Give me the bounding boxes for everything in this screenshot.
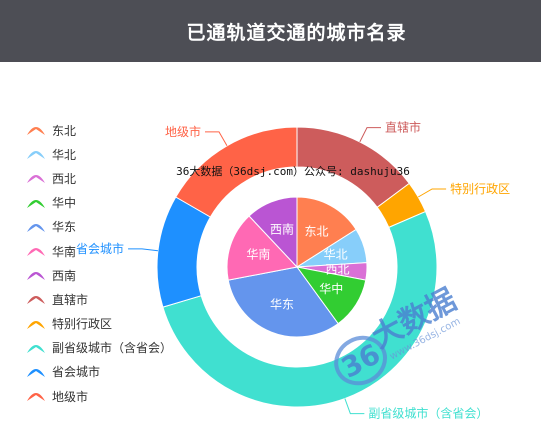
legend-item[interactable]: 特别行政区 — [26, 312, 176, 336]
legend-item[interactable]: 副省级城市（含省会） — [26, 336, 176, 360]
page-title: 已通轨道交通的城市名录 — [186, 21, 407, 44]
legend-swatch-icon — [26, 317, 46, 331]
legend-label: 华东 — [52, 220, 77, 235]
inner-slice-label: 华东 — [270, 298, 294, 312]
legend-item[interactable]: 华中 — [26, 191, 176, 215]
legend-item[interactable]: 华东 — [26, 215, 176, 239]
legend-swatch-icon — [26, 196, 46, 210]
outer-label-leader — [128, 248, 159, 252]
outer-ring — [156, 126, 438, 408]
legend-label: 西北 — [52, 171, 77, 186]
outer-slice-label: 副省级城市（含省会） — [368, 406, 488, 421]
legend-swatch-icon — [26, 268, 46, 282]
title-bar: 已通轨道交通的城市名录 — [0, 0, 541, 62]
outer-slice-label: 直辖市 — [385, 120, 421, 135]
outer-label-leader — [344, 398, 365, 415]
legend-label: 西南 — [52, 268, 77, 283]
legend-item[interactable]: 西北 — [26, 166, 176, 190]
legend-swatch-icon — [26, 123, 46, 137]
legend-item[interactable]: 西南 — [26, 263, 176, 287]
inner-slice-label: 华中 — [319, 281, 343, 296]
legend-swatch-icon — [26, 147, 46, 161]
outer-slice-label: 省会城市 — [76, 241, 124, 256]
inner-slice-label: 华北 — [324, 247, 348, 261]
outer-label-leader — [417, 188, 447, 198]
legend-item[interactable]: 地级市 — [26, 384, 176, 408]
inner-slice[interactable] — [227, 266, 339, 338]
legend-swatch-icon — [26, 244, 46, 258]
outer-slice[interactable] — [162, 210, 438, 408]
outer-slice-label: 地级市 — [165, 124, 201, 139]
legend-swatch-icon — [26, 171, 46, 185]
legend-label: 华中 — [52, 196, 77, 211]
watermark-text: 36大数据（36dsj.com）公众号: dashuju36 — [176, 164, 410, 178]
inner-slice[interactable] — [248, 196, 298, 269]
outer-slice[interactable] — [156, 196, 212, 308]
legend-label: 地级市 — [52, 389, 89, 404]
legend-item[interactable]: 直辖市 — [26, 287, 176, 311]
legend-label: 东北 — [52, 123, 77, 138]
legend-item[interactable]: 东北 — [26, 118, 176, 142]
inner-slice[interactable] — [226, 215, 298, 281]
legend-label: 特别行政区 — [52, 317, 113, 332]
legend-swatch-icon — [26, 389, 46, 403]
outer-slice[interactable] — [175, 126, 298, 218]
outer-label-leader — [359, 127, 382, 143]
inner-slice[interactable] — [296, 196, 357, 268]
legend-item[interactable]: 华北 — [26, 142, 176, 166]
inner-slice-label: 西北 — [326, 263, 350, 277]
legend-label: 直辖市 — [52, 292, 89, 307]
inner-pie — [226, 196, 368, 338]
legend-label: 省会城市 — [52, 365, 101, 380]
legend-label: 华南 — [52, 244, 77, 259]
legend-item[interactable]: 华南 — [26, 239, 176, 263]
legend-swatch-icon — [26, 220, 46, 234]
inner-slice-label: 西南 — [270, 221, 294, 236]
inner-slice-label: 东北 — [305, 224, 329, 238]
legend-label: 副省级城市（含省会） — [52, 341, 173, 356]
legend-label: 华北 — [52, 147, 77, 162]
outer-slice-label: 特别行政区 — [450, 181, 510, 196]
legend-swatch-icon — [26, 292, 46, 306]
legend-swatch-icon — [26, 341, 46, 355]
outer-label-leader — [205, 131, 228, 147]
legend-item[interactable]: 省会城市 — [26, 360, 176, 384]
legend-swatch-icon — [26, 365, 46, 379]
logo-ring — [334, 335, 387, 386]
chart-legend: 东北华北西北华中华东华南西南直辖市特别行政区副省级城市（含省会） 省会城市地级市 — [26, 118, 176, 408]
inner-slice-label: 华南 — [246, 246, 270, 261]
